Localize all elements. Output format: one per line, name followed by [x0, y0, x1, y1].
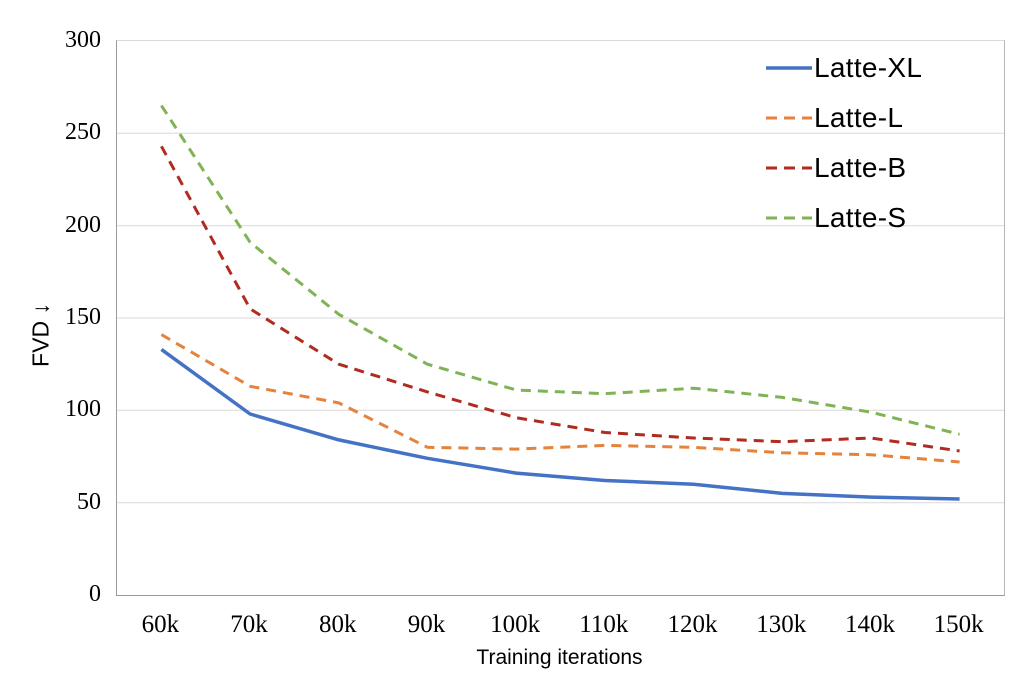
series-line-latte-s	[160, 104, 960, 436]
legend-line-sample-latte-l	[766, 116, 812, 120]
legend-item-latte-xl: Latte-XL	[766, 43, 922, 93]
x-tick-label-60k: 60k	[141, 611, 180, 638]
legend-label-latte-b: Latte-B	[814, 152, 907, 183]
legend-item-latte-b: Latte-B	[766, 143, 922, 193]
x-tick-label-130k: 130k	[756, 611, 807, 638]
legend-label-latte-l: Latte-L	[814, 102, 904, 133]
x-tick-label-140k: 140k	[844, 611, 895, 638]
plot-svg	[117, 104, 1004, 504]
legend-item-latte-s: Latte-S	[766, 193, 922, 243]
legend-item-latte-l: Latte-L	[766, 93, 922, 143]
legend-line-sample-latte-b	[766, 166, 812, 170]
legend: Latte-XL Latte-L Latte-B Latte-S	[766, 43, 922, 243]
legend-line-sample-latte-s	[766, 216, 812, 220]
legend-label-latte-s: Latte-S	[814, 202, 907, 233]
plot-area	[116, 40, 1005, 596]
series-line-latte-l	[160, 333, 960, 464]
y-tick-label-250: 250	[65, 119, 101, 146]
x-tick-label-90k: 90k	[407, 611, 446, 638]
x-tick-label-150k: 150k	[933, 611, 984, 638]
y-tick-label-300: 300	[65, 27, 101, 53]
x-axis-title: Training iterations	[476, 646, 643, 669]
x-tick-label-120k: 120k	[667, 611, 718, 638]
y-tick-label-150: 150	[65, 304, 101, 330]
x-tick-label-70k: 70k	[230, 611, 268, 638]
legend-label-latte-xl: Latte-XL	[814, 52, 923, 83]
legend-line-sample-latte-xl	[766, 66, 812, 70]
x-tick-label-110k: 110k	[579, 611, 629, 638]
series-line-latte-xl	[160, 347, 960, 501]
y-tick-label-0: 0	[89, 581, 101, 607]
x-tick-label-100k: 100k	[490, 611, 541, 638]
x-tick-label-80k: 80k	[318, 611, 357, 638]
y-tick-label-200: 200	[65, 211, 101, 238]
y-tick-label-50: 50	[77, 488, 101, 515]
y-tick-label-100: 100	[65, 396, 101, 423]
series-line-latte-b	[160, 145, 960, 453]
